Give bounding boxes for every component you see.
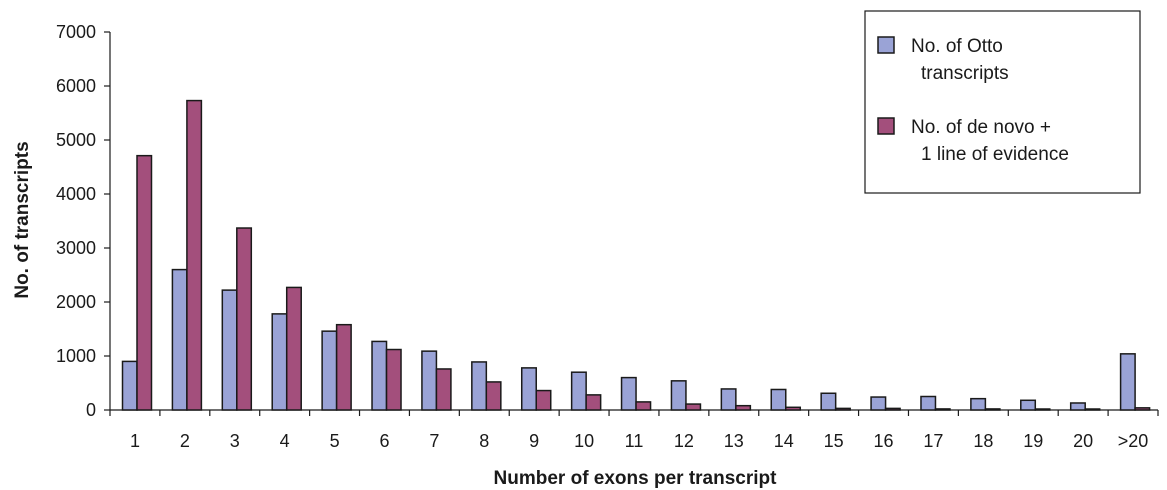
- x-tick-label: 13: [724, 431, 744, 451]
- legend-label-otto: No. of Otto: [911, 36, 1003, 57]
- x-tick-label: >20: [1118, 431, 1149, 451]
- denovo-bar-10: [585, 394, 602, 411]
- x-tick-label: 17: [923, 431, 943, 451]
- denovo-bar-17: [934, 408, 951, 411]
- x-tick-label: 14: [774, 431, 794, 451]
- otto-bar-20: [1069, 402, 1086, 411]
- x-tick-label: 3: [230, 431, 240, 451]
- y-tick-label: 1000: [56, 346, 96, 366]
- denovo-bar-7: [435, 368, 452, 411]
- denovo-bar-5: [335, 323, 352, 411]
- otto-bar-2: [171, 268, 188, 411]
- denovo-bar-19: [1034, 408, 1051, 411]
- x-tick-label: 20: [1073, 431, 1093, 451]
- y-axis: 0 1000 2000 3000 4000 5000 6000 7000: [56, 22, 111, 420]
- otto-bar-10: [570, 371, 587, 411]
- otto-bar-19: [1020, 399, 1037, 411]
- x-tick-label: 11: [625, 431, 644, 451]
- otto-bar-6: [371, 340, 388, 411]
- x-tick-label: 18: [973, 431, 993, 451]
- denovo-bar-3: [236, 227, 253, 411]
- otto-bar-4: [271, 313, 288, 411]
- denovo-bar-20: [1084, 408, 1101, 411]
- legend-label-otto-line2: transcripts: [921, 63, 1009, 84]
- legend: No. of Otto transcripts No. of de novo +…: [864, 10, 1141, 194]
- denovo-bar-16: [884, 407, 901, 411]
- bars: [121, 99, 1151, 411]
- otto-bar-17: [920, 395, 937, 411]
- x-axis: 1 2 3 4 5 6 7 8 9 10 11 12 13 14 15 16 17 18 19 20 >20: [109, 409, 1159, 451]
- x-tick-label: 6: [379, 431, 389, 451]
- denovo-bar-2: [186, 99, 203, 411]
- y-tick-label: 2000: [56, 292, 96, 312]
- denovo-bar-9: [535, 389, 552, 411]
- y-tick-label: 6000: [56, 76, 96, 96]
- x-tick-label: 2: [180, 431, 190, 451]
- otto-bar->20: [1119, 353, 1136, 411]
- y-tick-label: 7000: [56, 22, 96, 42]
- otto-bar-11: [620, 376, 637, 411]
- x-tick-label: 10: [574, 431, 594, 451]
- otto-bar-18: [970, 397, 987, 411]
- x-tick-label: 16: [874, 431, 894, 451]
- otto-bar-14: [770, 388, 787, 411]
- denovo-bar-18: [984, 408, 1001, 411]
- legend-swatch-otto: [877, 36, 895, 54]
- otto-bar-15: [820, 392, 837, 411]
- legend-label-denovo: No. of de novo +: [911, 117, 1051, 138]
- x-tick-label: 7: [429, 431, 439, 451]
- x-tick-label: 4: [280, 431, 290, 451]
- denovo-bar-13: [735, 404, 752, 411]
- denovo-bar-15: [834, 407, 851, 411]
- x-tick-label: 19: [1023, 431, 1043, 451]
- denovo-bar-14: [785, 406, 802, 411]
- y-tick-label: 3000: [56, 238, 96, 258]
- x-tick-label: 1: [130, 431, 140, 451]
- otto-bar-5: [321, 330, 338, 411]
- otto-bar-12: [670, 380, 687, 411]
- y-axis-title: No. of transcripts: [12, 141, 33, 298]
- legend-swatch-denovo: [877, 117, 895, 135]
- y-tick-label: 4000: [56, 184, 96, 204]
- otto-bar-8: [471, 361, 488, 411]
- x-tick-label: 9: [529, 431, 539, 451]
- otto-bar-13: [720, 388, 737, 411]
- denovo-bar->20: [1134, 407, 1151, 411]
- otto-bar-9: [520, 367, 537, 411]
- otto-bar-1: [121, 360, 138, 411]
- legend-box: [864, 10, 1141, 194]
- x-tick-label: 8: [479, 431, 489, 451]
- denovo-bar-1: [136, 154, 153, 411]
- legend-label-denovo-line2: 1 line of evidence: [921, 144, 1069, 165]
- denovo-bar-6: [385, 348, 402, 411]
- x-tick-label: 15: [824, 431, 844, 451]
- denovo-bar-4: [285, 286, 302, 411]
- denovo-bar-12: [685, 403, 702, 411]
- denovo-bar-8: [485, 381, 502, 411]
- otto-bar-7: [421, 350, 438, 411]
- otto-bar-16: [870, 396, 887, 411]
- denovo-bar-11: [635, 401, 652, 411]
- x-tick-label: 5: [330, 431, 340, 451]
- y-tick-label: 5000: [56, 130, 96, 150]
- y-tick-label: 0: [86, 400, 96, 420]
- x-tick-label: 12: [674, 431, 694, 451]
- x-axis-title: Number of exons per transcript: [494, 468, 778, 489]
- otto-bar-3: [221, 289, 238, 411]
